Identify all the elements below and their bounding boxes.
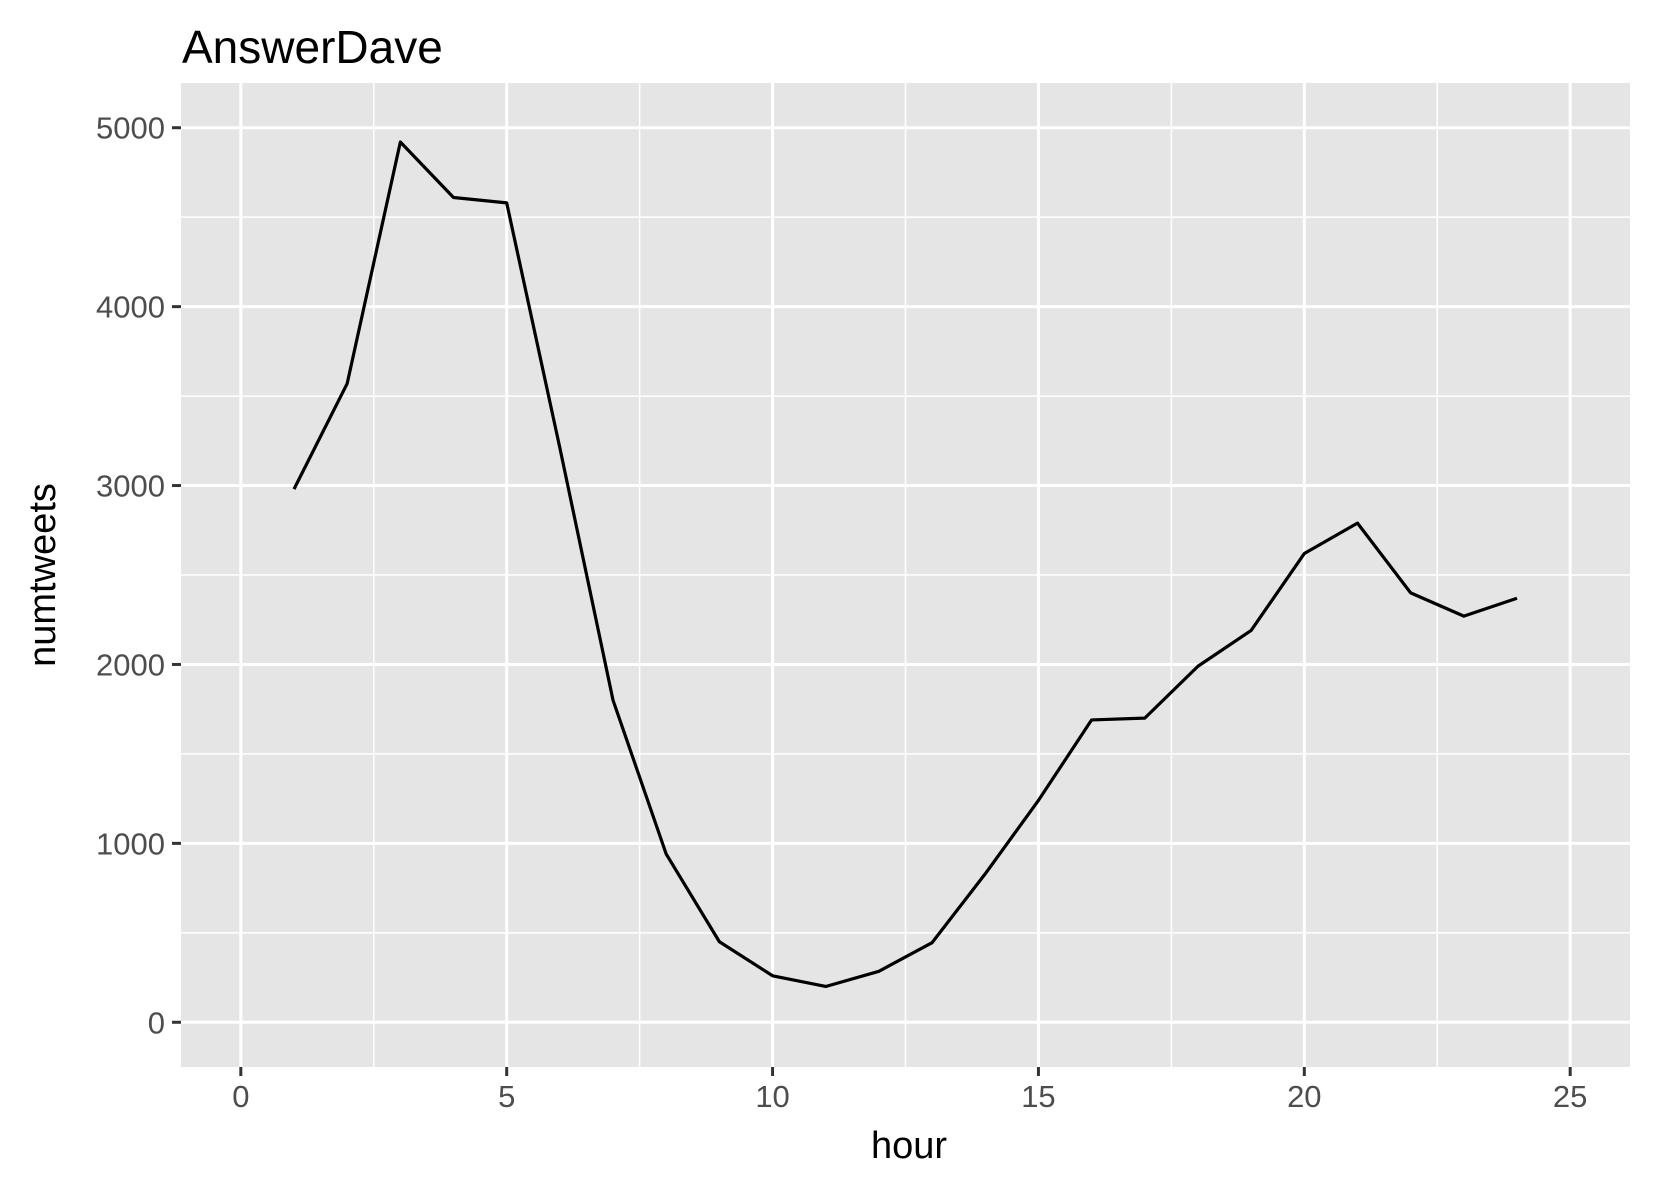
x-tick-label: 0 bbox=[232, 1079, 249, 1114]
x-tick-label: 15 bbox=[1021, 1079, 1055, 1114]
chart-title: AnswerDave bbox=[182, 21, 443, 73]
y-tick-label: 5000 bbox=[96, 111, 165, 146]
y-axis: 0 1000 2000 3000 4000 5000 bbox=[96, 111, 181, 1041]
y-tick-label: 3000 bbox=[96, 469, 165, 504]
x-tick-label: 20 bbox=[1287, 1079, 1321, 1114]
y-tick-label: 2000 bbox=[96, 647, 165, 682]
x-axis: 0 5 10 15 20 25 bbox=[232, 1067, 1587, 1114]
y-tick-label: 1000 bbox=[96, 826, 165, 861]
x-tick-label: 25 bbox=[1553, 1079, 1587, 1114]
x-axis-title: hour bbox=[871, 1125, 947, 1167]
y-tick-label: 4000 bbox=[96, 290, 165, 325]
y-axis-title: numtweets bbox=[22, 483, 64, 667]
x-tick-label: 10 bbox=[755, 1079, 789, 1114]
y-tick-label: 0 bbox=[148, 1005, 165, 1040]
x-tick-label: 5 bbox=[498, 1079, 515, 1114]
